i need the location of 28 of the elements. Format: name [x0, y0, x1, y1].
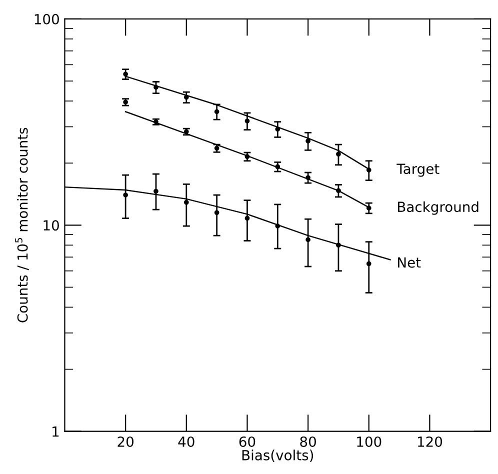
y-tick-label: 1: [52, 426, 59, 437]
x-tick-label: 100: [357, 436, 382, 447]
point: [366, 168, 372, 172]
x-axis-title: Bias(volts): [242, 450, 314, 462]
x-tick-label: 120: [418, 436, 442, 447]
y-tick-label: 10: [44, 220, 59, 231]
point: [214, 210, 220, 216]
point: [366, 206, 372, 211]
point: [366, 261, 372, 266]
x-tick-label: 80: [300, 436, 316, 447]
y-tick-label: 100: [34, 14, 59, 24]
point: [123, 192, 128, 198]
x-tick-label: 20: [118, 436, 134, 447]
point: [306, 237, 310, 242]
point: [123, 72, 128, 77]
point: [154, 188, 158, 194]
y-axis-title: Counts / 10$^{5}$ monitor counts: [15, 128, 29, 322]
series-label: Net: [398, 257, 421, 268]
point: [306, 138, 310, 144]
point: [244, 216, 250, 221]
point: [214, 109, 220, 114]
point: [184, 200, 189, 205]
x-tick-label: 40: [178, 436, 194, 447]
x-tick-label: 60: [239, 436, 256, 447]
point: [336, 152, 341, 157]
series-label: Target: [396, 164, 440, 177]
point: [244, 118, 250, 124]
series-label: Background: [398, 201, 478, 215]
